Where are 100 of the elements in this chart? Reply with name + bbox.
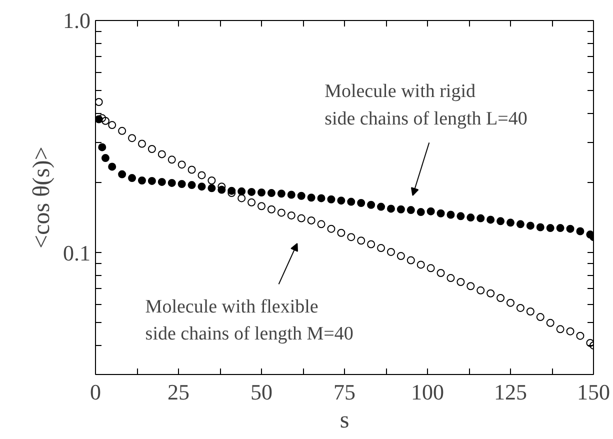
point [297, 214, 306, 222]
point [466, 214, 475, 222]
x-tick-label: 100 [411, 380, 444, 404]
point [436, 268, 445, 277]
point [307, 216, 316, 224]
point [456, 278, 465, 286]
point [456, 212, 465, 220]
point [277, 190, 286, 198]
point [506, 298, 514, 307]
x-axis-title: s [340, 408, 350, 434]
point [516, 220, 524, 228]
point [168, 178, 176, 187]
point [396, 252, 405, 260]
point [101, 116, 110, 125]
point [148, 176, 156, 185]
point [506, 218, 514, 227]
point [377, 244, 386, 252]
point [108, 121, 116, 130]
point [267, 189, 276, 198]
point [327, 195, 336, 204]
point [158, 178, 166, 186]
point [297, 192, 306, 200]
point [526, 307, 534, 316]
point [476, 214, 485, 222]
point [406, 206, 415, 214]
point [556, 325, 564, 334]
point [416, 208, 425, 216]
point [337, 228, 346, 237]
point [486, 216, 495, 224]
x-tick-label: 125 [494, 380, 527, 404]
point [476, 286, 485, 294]
point [526, 222, 534, 230]
point [386, 204, 395, 213]
point [436, 209, 445, 218]
point [426, 207, 435, 216]
point [118, 126, 126, 135]
point [576, 227, 584, 236]
point [337, 196, 346, 205]
point [277, 208, 286, 217]
point [396, 205, 405, 214]
point [516, 304, 524, 312]
point [128, 174, 136, 182]
point [158, 150, 166, 158]
point [317, 194, 326, 202]
annotation: Molecule with flexible side chains of length M=40 [145, 296, 354, 345]
x-tick-label: 50 [250, 380, 272, 404]
point [426, 264, 435, 272]
point [238, 194, 246, 202]
point [496, 217, 505, 226]
point [258, 202, 266, 210]
point [118, 170, 126, 178]
point [188, 166, 196, 174]
annotation: Molecule with rigid side chains of length L=40 [324, 81, 528, 130]
point [536, 223, 544, 232]
point [486, 289, 495, 298]
x-tick-label: 75 [334, 380, 356, 404]
point [287, 190, 296, 199]
point [377, 202, 386, 211]
point [178, 160, 186, 169]
point [287, 211, 296, 220]
point [101, 154, 110, 162]
point [188, 181, 196, 190]
point [208, 176, 216, 184]
point [496, 294, 505, 302]
point [466, 282, 475, 290]
point [138, 176, 146, 184]
point [566, 224, 574, 233]
x-tick-label: 150 [577, 380, 610, 404]
point [148, 145, 156, 154]
point [98, 114, 106, 122]
point [367, 200, 376, 209]
point [347, 233, 356, 242]
point [367, 240, 376, 248]
point [267, 205, 276, 214]
point [317, 220, 326, 228]
y-tick-label: 0.1 [63, 240, 90, 266]
point [168, 156, 176, 164]
point [446, 210, 455, 219]
point [208, 184, 216, 192]
point [546, 224, 554, 232]
y-tick-label: 1.0 [63, 8, 90, 33]
point [406, 256, 415, 264]
point [98, 143, 106, 152]
point [357, 199, 366, 208]
point [238, 187, 246, 196]
point [258, 188, 266, 196]
point [248, 198, 256, 206]
point [416, 260, 425, 269]
point [357, 236, 366, 245]
point [138, 140, 146, 148]
point [576, 332, 584, 340]
point [178, 180, 186, 188]
point [327, 224, 336, 233]
x-tick-label: 25 [168, 380, 190, 404]
point [566, 327, 574, 336]
point [386, 248, 395, 256]
point [446, 274, 455, 282]
point [128, 134, 136, 142]
point [108, 162, 116, 171]
point [248, 188, 256, 196]
